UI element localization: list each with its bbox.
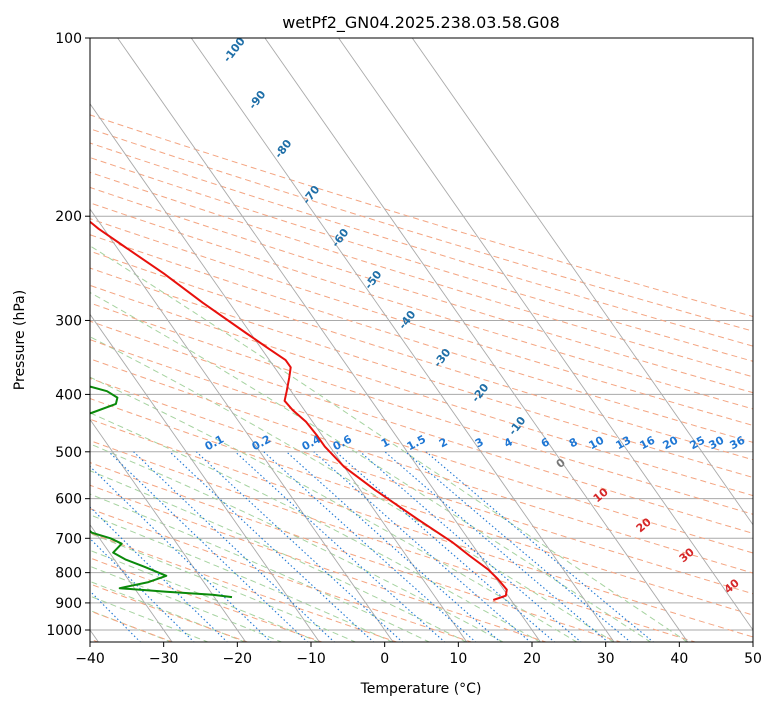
mixing-ratio-line [90,537,195,642]
mixing-ratio-label: 10 [587,433,607,452]
mixing-ratio-line [335,451,556,642]
y-tick-label: 600 [55,492,82,508]
x-tick-label: 30 [597,651,615,667]
pressure-gridlines [90,215,753,631]
moist-adiabat-line [90,580,247,642]
isotherm-line [90,523,173,642]
mixing-ratio-line [359,451,582,642]
dry-adiabat-line [90,128,753,332]
dry-adiabat-line [90,397,753,616]
dry-adiabat-line [90,202,753,410]
moist-adiabat-line [90,565,283,642]
x-tick-label: 10 [449,651,467,667]
x-tick-label: 40 [670,651,688,667]
moist-adiabat-line [90,412,541,642]
mixing-ratio-line [405,451,632,642]
y-axis-label: Pressure (hPa) [12,290,28,390]
dry-adiabat-line [90,377,753,595]
isotherm-line [264,38,689,642]
mixing-ratio-label: 25 [688,434,708,453]
y-tick-label: 300 [55,313,82,329]
mixing-ratio-label: 13 [614,434,634,453]
dry-adiabat-line [90,171,753,378]
y-tick-label: 100 [55,31,82,47]
mixing-ratio-line [263,451,477,642]
mixing-ratio-label: 20 [661,433,681,452]
plot-frame [89,37,754,643]
dry-adiabat-line [90,358,753,574]
mixing-ratio-line [90,590,142,642]
chart-title: wetPf2_GN04.2025.238.03.58.G08 [282,13,560,33]
y-tick-label: 900 [55,596,82,612]
x-tick-label: 20 [523,651,541,667]
isotherm-line [117,38,541,642]
moist-adiabat-line [90,470,468,642]
mixing-ratio-line [384,451,609,642]
x-tick-label: −20 [223,651,253,667]
mixing-ratio-line [108,451,309,642]
y-tick-label: 500 [55,445,82,461]
isotherm-line [411,38,753,526]
temperature-profile-line [90,220,508,601]
x-axis: −40 −30 −20 −10 0 10 20 30 40 50 [75,642,762,667]
moist-adiabat-line [90,376,578,642]
x-tick-label: −10 [296,651,326,667]
dry-adiabat-line [90,267,753,478]
dry-adiabat-line [90,484,548,642]
y-tick-label: 1000 [46,623,82,639]
x-axis-label: Temperature (°C) [360,681,482,697]
dry-adiabat-line [90,250,753,461]
mixing-ratio-line [90,465,272,642]
mixing-ratio-line [234,451,446,642]
mixing-ratio-lines [90,451,655,642]
dry-adiabat-line [90,508,473,642]
dry-adiabat-line [90,557,324,642]
isotherm-line [90,418,247,642]
x-tick-label: −40 [75,651,105,667]
mixing-ratio-label: 36 [728,433,748,452]
moist-adiabat-line [90,245,689,642]
y-tick-label: 800 [55,566,82,582]
dry-adiabat-line [90,583,249,642]
y-tick-label: 400 [55,387,82,403]
dry-adiabat-line [90,339,753,554]
dry-adiabat-line [90,142,753,347]
x-tick-label: 50 [744,651,762,667]
mixing-ratio-label: 30 [707,433,727,452]
x-tick-label: −30 [149,651,179,667]
y-tick-label: 200 [55,209,82,225]
dry-adiabat-line [90,218,753,426]
dry-adiabats [90,114,753,642]
y-axis: 100 200 300 400 500 600 700 800 900 1000 [46,31,90,639]
dry-adiabat-line [90,440,698,642]
x-tick-label: 0 [380,651,389,667]
mixing-ratio-label: 16 [638,433,658,452]
mixing-ratio-line [425,451,655,642]
moist-adiabat-line [90,514,394,642]
isotherm-line [190,38,615,642]
moist-adiabat-line [90,595,210,642]
y-tick-label: 700 [55,531,82,547]
mixing-ratio-line [169,451,375,642]
isotherm-line [90,313,320,642]
isotherm-line [338,38,753,631]
profile-series [90,220,508,601]
isotherm-line [90,208,394,642]
dewpoint-profile-line [90,385,233,599]
